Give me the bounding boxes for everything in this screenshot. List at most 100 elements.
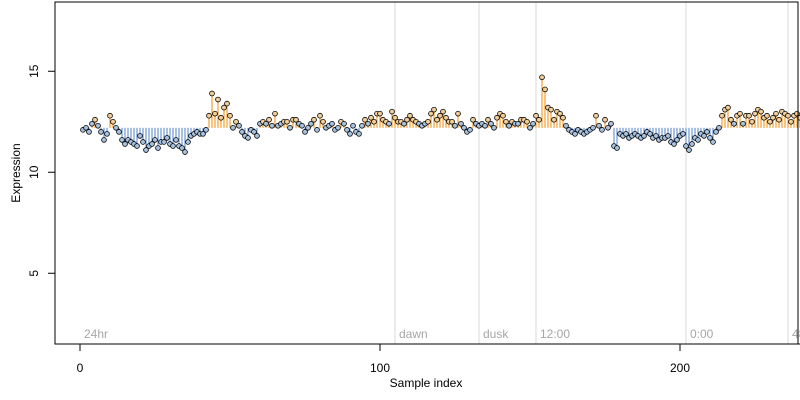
data-point (533, 112, 539, 119)
data-point (263, 120, 269, 127)
data-point (239, 129, 245, 135)
data-point (149, 141, 155, 147)
data-point (206, 112, 212, 119)
data-point (461, 125, 467, 131)
data-point (221, 104, 227, 111)
data-point (359, 122, 365, 129)
data-point (362, 116, 368, 123)
data-point (101, 137, 107, 143)
data-point (227, 112, 233, 119)
data-point (455, 110, 461, 117)
data-point (320, 118, 326, 125)
y-axis-title: Expression (9, 143, 23, 202)
data-point (527, 125, 533, 131)
data-point (593, 112, 599, 119)
data-point (458, 120, 464, 127)
data-point (485, 116, 491, 123)
region-labels: 24hr dawn dusk 12:00 0:00 48hr (84, 327, 800, 341)
data-point (482, 122, 488, 129)
data-point (365, 120, 371, 127)
data-point (314, 127, 320, 133)
data-point (503, 118, 509, 125)
y-tick-label: 10 (27, 165, 41, 179)
y-tick-label: 5 (27, 270, 41, 277)
data-point (740, 120, 746, 127)
data-point (344, 127, 350, 133)
data-point (140, 139, 146, 145)
region-label-0: 24hr (84, 327, 108, 341)
data-point (155, 145, 161, 151)
data-point (548, 106, 554, 113)
data-point (137, 133, 143, 139)
data-point (689, 141, 695, 147)
data-point (164, 135, 170, 141)
data-point (680, 131, 686, 137)
data-point (284, 118, 290, 125)
data-point (686, 147, 692, 153)
data-point (161, 139, 167, 145)
data-point (350, 122, 356, 129)
data-point (728, 116, 734, 123)
region-label-4: 0:00 (690, 327, 714, 341)
data-point (305, 125, 311, 131)
data-point (536, 116, 542, 123)
data-point (695, 137, 701, 143)
x-axis-title: Sample index (390, 376, 463, 390)
data-point (524, 118, 530, 125)
data-point (515, 120, 521, 127)
data-point (386, 120, 392, 127)
data-point (311, 116, 317, 123)
data-point (212, 110, 218, 117)
data-point (233, 118, 239, 125)
data-point (392, 114, 398, 121)
data-point (98, 129, 104, 135)
data-point (371, 118, 377, 125)
data-points (80, 74, 800, 155)
data-point (254, 133, 260, 139)
data-point (653, 133, 659, 139)
x-axis: 0100200300400 (77, 343, 800, 375)
data-point (110, 118, 116, 125)
data-point (590, 125, 596, 131)
data-point (530, 120, 536, 127)
data-point (308, 120, 314, 127)
data-point (134, 143, 140, 149)
data-point (329, 120, 335, 127)
data-point (368, 114, 374, 121)
data-point (785, 112, 791, 119)
data-point (152, 137, 158, 143)
y-tick-label: 15 (27, 64, 41, 78)
data-point (713, 129, 719, 135)
data-point (725, 104, 731, 111)
region-label-5: 48hr (792, 327, 800, 341)
data-point (92, 116, 98, 123)
region-label-1: dawn (399, 327, 428, 341)
data-point (389, 108, 395, 115)
data-point (434, 116, 440, 123)
data-point (218, 114, 224, 121)
data-point (266, 116, 272, 123)
data-point (104, 131, 110, 137)
data-point (170, 143, 176, 149)
data-point (209, 90, 215, 97)
data-point (767, 118, 773, 125)
data-point (752, 110, 758, 117)
data-point (491, 125, 497, 131)
data-point (89, 120, 95, 127)
data-point (623, 131, 629, 137)
data-point (542, 86, 548, 93)
data-point (245, 135, 251, 141)
data-point (560, 114, 566, 121)
data-point (614, 145, 620, 151)
data-point (83, 125, 89, 131)
data-point (185, 139, 191, 145)
data-point (302, 129, 308, 135)
data-point (572, 131, 578, 137)
region-label-2: dusk (483, 327, 509, 341)
data-point (647, 131, 653, 137)
data-point (143, 147, 149, 153)
data-point (731, 120, 737, 127)
data-point (773, 110, 779, 117)
